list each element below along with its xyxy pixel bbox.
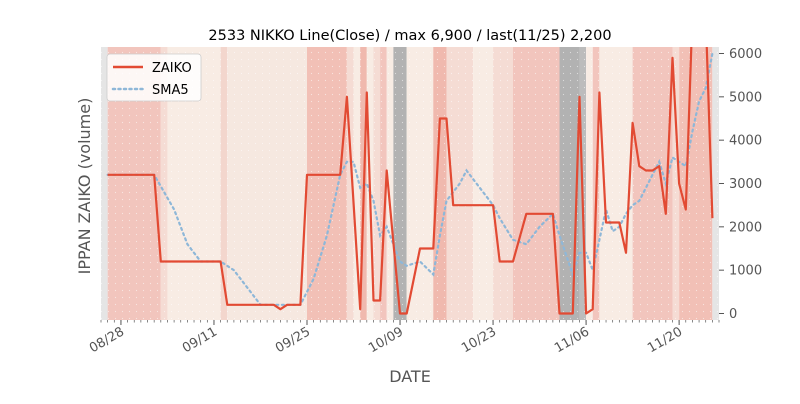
y-tick-label-4: 4000 bbox=[729, 134, 762, 149]
legend: ZAIKO SMA5 bbox=[106, 53, 202, 102]
background-bands bbox=[101, 47, 719, 320]
chart-title: 2533 NIKKO Line(Close) / max 6,900 / las… bbox=[208, 28, 611, 44]
y-tick-label-2: 2000 bbox=[729, 220, 762, 235]
y-tick-label-0: 0 bbox=[729, 307, 737, 322]
y-axis: 0 1000 2000 3000 4000 5000 6000 bbox=[719, 47, 762, 322]
y-tick-label-3: 3000 bbox=[729, 177, 762, 192]
legend-label-zaiko: ZAIKO bbox=[152, 61, 192, 76]
y-tick-label-1: 1000 bbox=[729, 264, 762, 279]
series-line-sma5 bbox=[106, 52, 714, 306]
y-tick-label-6: 6000 bbox=[729, 47, 762, 62]
plot-texture bbox=[101, 47, 719, 320]
y-tick-label-5: 5000 bbox=[729, 90, 762, 105]
y-axis-label: IPPAN ZAIKO (volume) bbox=[75, 98, 94, 275]
series-lines bbox=[106, 47, 714, 315]
x-axis-label: DATE bbox=[389, 367, 431, 386]
legend-label-sma5: SMA5 bbox=[152, 83, 189, 98]
series-line-zaiko bbox=[107, 47, 714, 315]
